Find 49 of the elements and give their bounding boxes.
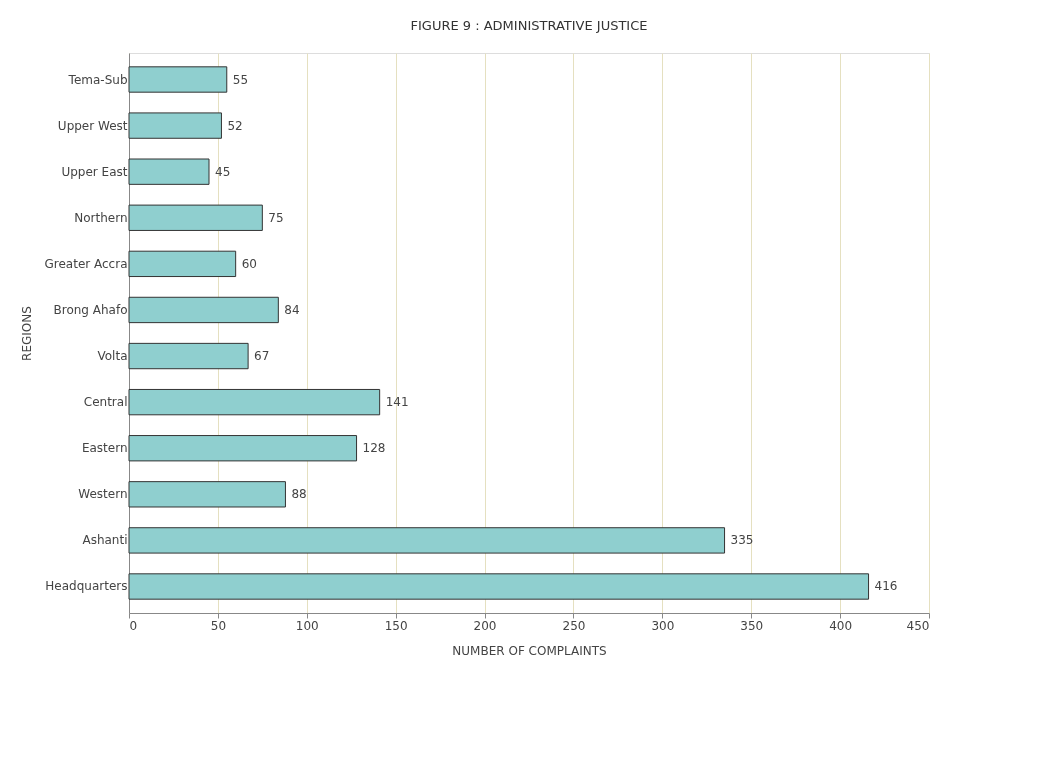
bar — [128, 158, 210, 185]
bar — [128, 296, 279, 324]
bar — [128, 112, 222, 139]
bar — [128, 204, 263, 231]
y-tick-label: Western — [78, 487, 128, 502]
x-tick-label: 450 — [906, 618, 930, 633]
y-tick-label: Eastern — [81, 441, 128, 456]
x-tick-label: 350 — [740, 618, 764, 633]
bar — [128, 388, 381, 416]
y-tick-label: Upper West — [57, 118, 128, 133]
x-tick-label: 200 — [473, 618, 497, 633]
data-label: 416 — [874, 579, 898, 594]
x-tick-label: 300 — [651, 618, 675, 633]
y-tick-label: Central — [83, 395, 128, 410]
bar — [128, 66, 228, 93]
data-label: 45 — [215, 164, 231, 179]
bar — [128, 435, 358, 462]
y-tick-label: Ashanti — [82, 533, 128, 548]
data-label: 55 — [232, 72, 249, 87]
chart-title: FIGURE 9 : ADMINISTRATIVE JUSTICE — [410, 18, 648, 33]
bar — [128, 527, 726, 554]
y-tick-label: Upper East — [61, 164, 128, 179]
bar — [128, 573, 870, 600]
data-label: 75 — [268, 210, 284, 225]
x-axis-title: NUMBER OF COMPLAINTS — [452, 643, 607, 658]
x-tick-label: 50 — [210, 618, 227, 633]
x-tick-label: 100 — [295, 618, 319, 633]
bar — [128, 481, 286, 508]
bar — [128, 250, 237, 278]
data-label: 60 — [241, 256, 257, 271]
x-tick-label: 0 — [129, 618, 138, 633]
data-label: 84 — [284, 302, 300, 317]
y-tick-label: Tema-Sub — [67, 72, 128, 87]
y-axis-title: REGIONS — [20, 306, 35, 361]
x-tick-label: 250 — [562, 618, 586, 633]
data-label: 52 — [227, 118, 243, 133]
data-label: 67 — [254, 349, 270, 364]
y-tick-label: Headquarters — [45, 579, 128, 594]
data-label: 88 — [291, 487, 307, 502]
y-tick-label: Brong Ahafo — [53, 302, 128, 317]
bar — [128, 342, 249, 370]
x-tick-label: 400 — [829, 618, 853, 633]
y-tick-label: Volta — [97, 349, 128, 364]
data-label: 141 — [385, 395, 409, 410]
data-label: 128 — [362, 441, 386, 456]
y-tick-label: Northern — [74, 210, 128, 225]
x-tick-label: 150 — [384, 618, 408, 633]
data-label: 335 — [730, 533, 754, 548]
y-tick-label: Greater Accra — [44, 256, 128, 271]
